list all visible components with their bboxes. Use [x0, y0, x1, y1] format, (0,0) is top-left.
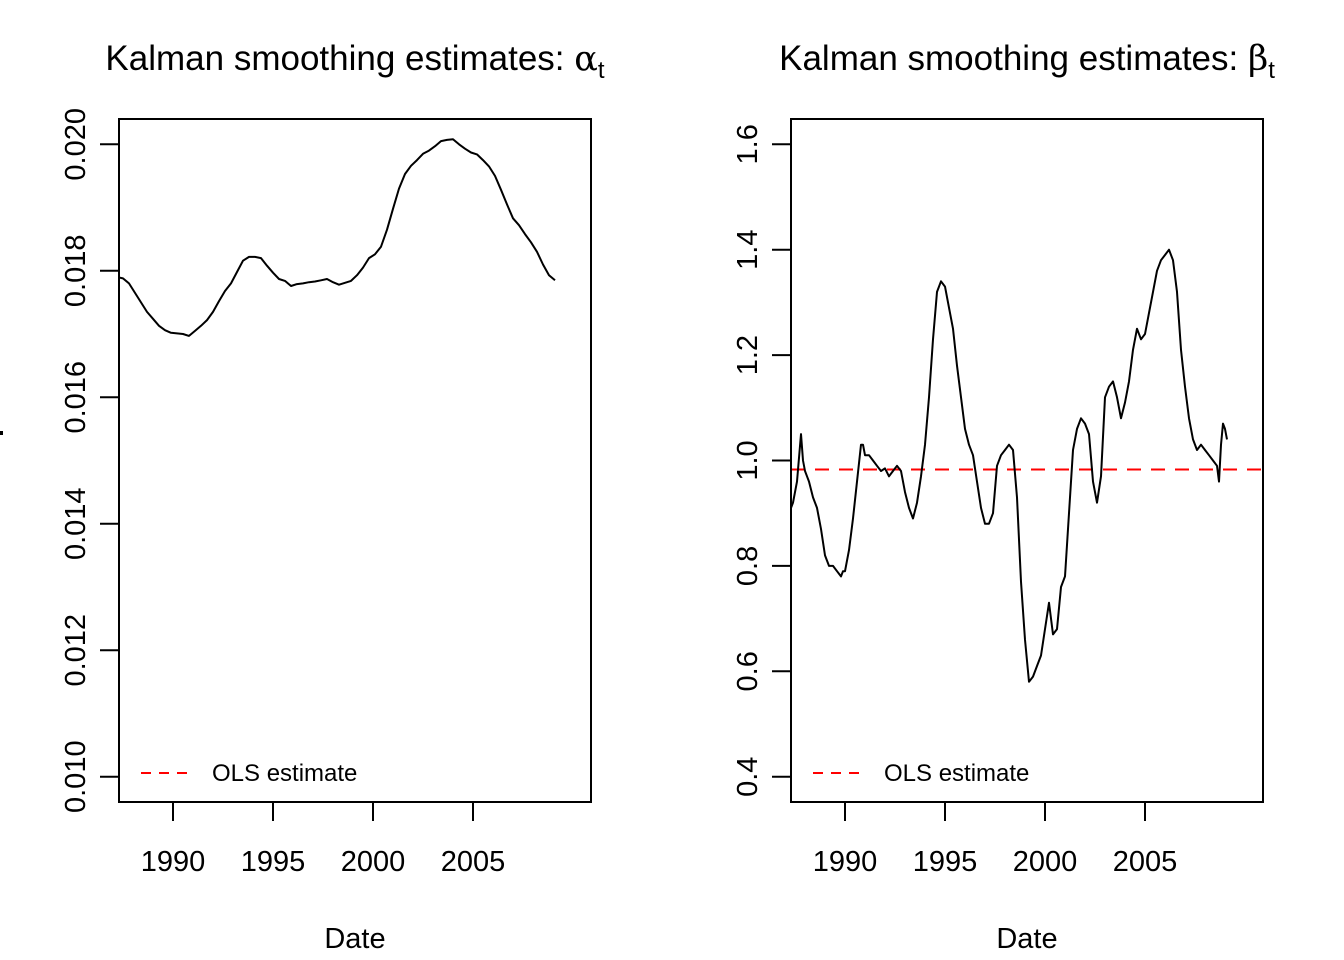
beta-y-tick-label: 1.4	[732, 230, 764, 270]
alpha-x-axis-title: Date	[324, 923, 385, 955]
beta-x-tick-label: 1990	[813, 846, 878, 878]
beta-symbol: β	[1248, 39, 1268, 79]
alpha-y-tick-label: 0.018	[60, 234, 92, 307]
alpha-x-tick-label: 2000	[341, 846, 406, 878]
alpha-x-tick-label: 1995	[241, 846, 306, 878]
beta-y-tick-label: 1.6	[732, 124, 764, 164]
beta-panel: Kalman smoothing estimates: βt 1990 1995 2…	[732, 39, 1275, 955]
alpha-plot-area: 1990 1995 2000 2005 0.010 0.012 0.014 0.016 0.01…	[60, 108, 592, 878]
clipped-y-axis-title-fragment	[0, 431, 3, 435]
beta-legend-label: OLS estimate	[884, 760, 1029, 787]
alpha-legend-label: OLS estimate	[212, 760, 357, 787]
alpha-x-tick-label: 1990	[141, 846, 206, 878]
alpha-symbol: α	[574, 39, 598, 79]
beta-y-tick-label: 0.4	[732, 757, 764, 797]
beta-subscript: t	[1268, 57, 1275, 84]
beta-plot-area: 1990 1995 2000 2005 0.4 0.6 0.8 1.0 1.2 1.4 1.6 OLS…	[732, 118, 1264, 878]
beta-y-tick-label: 0.6	[732, 651, 764, 691]
beta-y-tick-label: 0.8	[732, 546, 764, 586]
alpha-panel: Kalman smoothing estimates: αt 1990 1995 2…	[60, 39, 605, 955]
beta-chart-title: Kalman smoothing estimates: βt	[779, 39, 1275, 84]
alpha-y-tick-label: 0.010	[60, 740, 92, 813]
beta-y-tick-label: 1.2	[732, 335, 764, 375]
alpha-y-tick-label: 0.020	[60, 108, 92, 181]
beta-plot-frame	[790, 118, 1264, 803]
beta-x-axis-title: Date	[996, 923, 1057, 955]
beta-series-line	[791, 248, 1228, 683]
beta-x-tick-label: 2000	[1013, 846, 1078, 878]
alpha-plot-frame	[118, 118, 592, 803]
alpha-series-line	[119, 138, 556, 337]
alpha-y-tick-label: 0.014	[60, 487, 92, 560]
alpha-y-tick-label: 0.016	[60, 361, 92, 434]
alpha-x-tick-label: 2005	[441, 846, 506, 878]
beta-x-tick-label: 2005	[1113, 846, 1178, 878]
alpha-chart-title: Kalman smoothing estimates: αt	[105, 39, 604, 84]
alpha-y-tick-label: 0.012	[60, 614, 92, 687]
beta-y-tick-label: 1.0	[732, 440, 764, 480]
beta-x-tick-label: 1995	[913, 846, 978, 878]
alpha-subscript: t	[598, 57, 605, 84]
